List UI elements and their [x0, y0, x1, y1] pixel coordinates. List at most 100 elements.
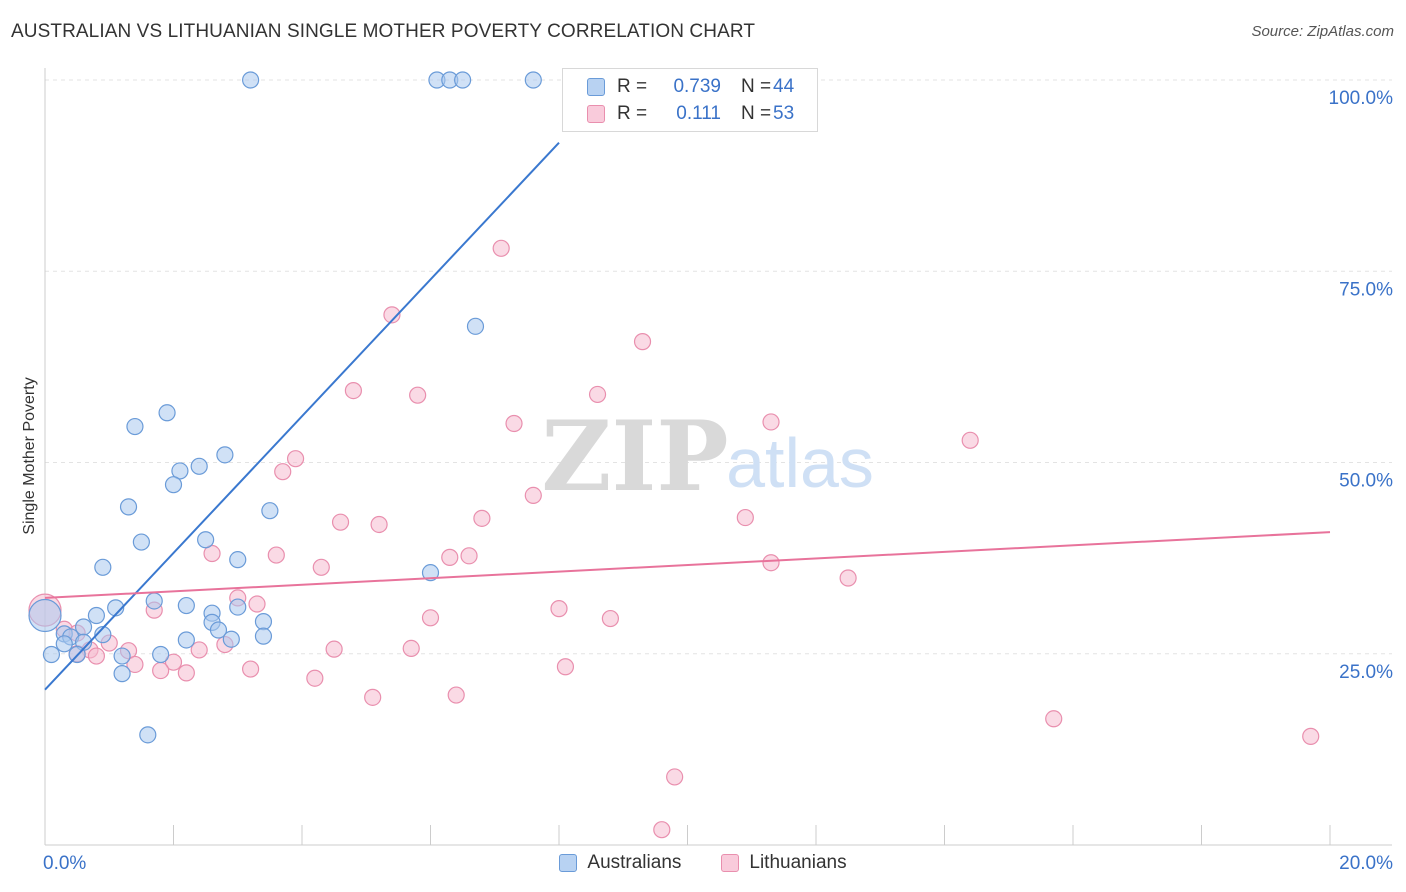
point-lithuanians: [601, 609, 620, 628]
trend-lines: [44, 142, 1331, 691]
point-lithuanians: [364, 688, 382, 706]
point-lithuanians: [370, 515, 388, 534]
legend-item-lithuanians[interactable]: Lithuanians: [721, 852, 847, 874]
point-lithuanians: [267, 546, 285, 564]
legend-n-label: N =: [741, 76, 772, 97]
point-lithuanians: [248, 595, 266, 613]
legend-swatch-blue: [587, 78, 605, 96]
data-points: [28, 71, 1320, 839]
point-australians: [126, 417, 144, 436]
point-lithuanians: [961, 431, 979, 449]
legend-row-australians: R = 0.739 N = 44: [587, 75, 794, 99]
point-australians: [113, 647, 131, 665]
point-australians: [216, 446, 234, 464]
point-lithuanians: [325, 640, 343, 658]
point-lithuanians: [633, 333, 652, 351]
point-australians: [55, 635, 73, 653]
point-lithuanians: [505, 414, 523, 433]
point-australians: [158, 404, 176, 422]
legend-item-australians[interactable]: Australians: [559, 852, 681, 874]
point-australians: [197, 531, 215, 549]
watermark-zip: ZIP: [541, 400, 728, 513]
point-australians: [152, 645, 170, 664]
point-lithuanians: [588, 385, 607, 404]
point-lithuanians: [1302, 727, 1320, 745]
legend-label-lithuanians: Lithuanians: [749, 852, 847, 873]
source-label: Source: ZipAtlas.com: [1251, 23, 1394, 40]
point-lithuanians: [556, 658, 575, 676]
point-lithuanians: [839, 569, 857, 587]
point-lithuanians: [666, 768, 684, 786]
watermark-atlas: atlas: [726, 424, 874, 502]
legend-n-value: 53: [773, 103, 795, 124]
trend-line-lithuanians: [44, 531, 1331, 599]
legend-n-value: 44: [773, 76, 795, 97]
y-tick-label: 100.0%: [1329, 88, 1394, 109]
series-legend: Australians Lithuanians: [0, 852, 1406, 874]
point-australians: [254, 613, 273, 631]
point-australians: [42, 645, 61, 664]
x-tick-label: 0.0%: [43, 853, 86, 874]
gridlines: [45, 79, 1392, 655]
point-lithuanians: [460, 547, 478, 565]
point-australians: [454, 71, 472, 89]
axes: [44, 68, 1392, 846]
legend-label-australians: Australians: [587, 852, 682, 873]
legend-r-label: R =: [617, 103, 648, 124]
correlation-legend: R = 0.739 N = 44 R = 0.111 N = 53: [562, 68, 818, 132]
point-lithuanians: [344, 381, 362, 400]
legend-n-label: N =: [741, 103, 772, 124]
legend-swatch-pink: [587, 105, 605, 123]
point-lithuanians: [203, 544, 221, 563]
point-australians: [254, 627, 273, 645]
point-lithuanians: [421, 609, 440, 627]
point-australians: [113, 665, 131, 683]
point-lithuanians: [492, 239, 510, 257]
y-tick-label: 25.0%: [1339, 662, 1393, 683]
point-lithuanians: [447, 686, 465, 704]
point-lithuanians: [152, 661, 170, 680]
point-australians: [94, 558, 112, 576]
point-lithuanians: [164, 653, 183, 671]
point-lithuanians: [441, 548, 459, 566]
point-australians: [190, 457, 208, 475]
legend-swatch-pink: [721, 854, 740, 872]
point-lithuanians: [177, 664, 195, 682]
y-tick-label: 50.0%: [1339, 471, 1393, 492]
point-australians: [145, 592, 163, 610]
point-lithuanians: [274, 463, 292, 481]
tick-labels: 25.0% 50.0% 75.0% 100.0% 0.0% 20.0%: [43, 88, 1393, 874]
legend-r-value: 0.111: [676, 103, 721, 124]
point-australians: [139, 726, 157, 744]
point-australians: [466, 317, 485, 335]
point-australians: [171, 462, 189, 480]
point-lithuanians: [524, 486, 542, 504]
legend-swatch-blue: [559, 854, 578, 872]
point-australians: [94, 626, 112, 644]
point-lithuanians: [762, 413, 780, 431]
point-australians: [524, 71, 542, 89]
point-lithuanians: [473, 509, 491, 527]
point-lithuanians: [383, 306, 401, 324]
point-lithuanians: [653, 821, 671, 839]
point-lithuanians: [306, 669, 324, 687]
point-lithuanians: [190, 641, 208, 659]
point-lithuanians: [331, 513, 350, 531]
point-lithuanians: [409, 386, 427, 404]
point-australians: [164, 476, 183, 494]
point-lithuanians: [126, 655, 144, 674]
point-australians: [177, 631, 195, 649]
point-australians: [242, 71, 260, 89]
trend-line-australians: [44, 142, 560, 691]
point-lithuanians: [550, 600, 568, 618]
point-lithuanians: [242, 660, 260, 678]
point-australians: [222, 630, 240, 648]
point-lithuanians: [312, 558, 330, 576]
point-australians: [28, 598, 62, 633]
point-australians: [119, 498, 138, 516]
point-australians: [261, 502, 279, 520]
point-australians: [177, 596, 195, 615]
point-australians: [229, 598, 247, 616]
point-australians: [132, 533, 150, 551]
